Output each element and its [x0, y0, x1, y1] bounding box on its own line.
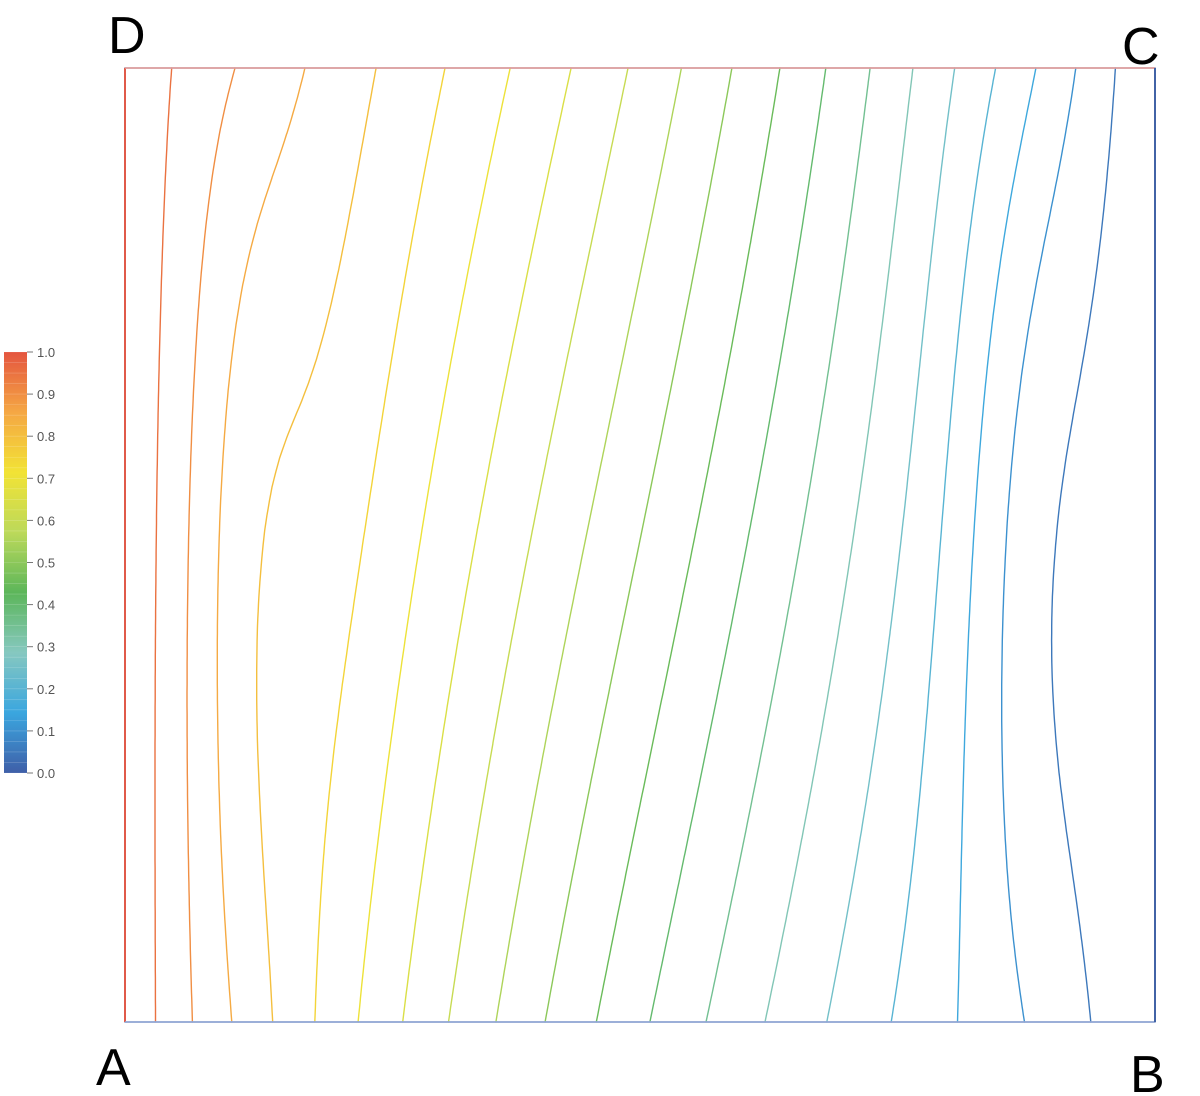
colorbar-tick-label: 0.1 [37, 724, 55, 739]
contour-line [402, 67, 572, 1023]
contour-line [495, 67, 683, 1023]
contour-line [216, 67, 306, 1023]
contour-lines [154, 67, 1117, 1023]
contour-line [256, 67, 377, 1023]
colorbar-tick-label: 0.6 [37, 513, 55, 528]
contour-line [1001, 67, 1077, 1023]
corner-label-d: D [108, 7, 146, 65]
colorbar: 1.0 0.9 0.8 0.7 0.6 0.5 0.4 0.3 0.2 0.1 0.0 [4, 345, 55, 781]
colorbar-gradient [4, 352, 27, 773]
corner-label-b: B [1130, 1046, 1165, 1096]
colorbar-tick-label: 0.5 [37, 556, 55, 571]
contour-line [595, 67, 781, 1023]
contour-line [357, 67, 511, 1023]
contour-line [447, 67, 629, 1023]
contour-line [956, 67, 1037, 1023]
contour-line [314, 67, 446, 1023]
colorbar-tick-label: 0.7 [37, 471, 55, 486]
colorbar-tick-label: 0.3 [37, 640, 55, 655]
cavity-boundary [124, 67, 1156, 1023]
contour-line [1050, 67, 1117, 1023]
colorbar-tick-label: 0.0 [37, 766, 55, 781]
colorbar-tick-label: 0.8 [37, 429, 55, 444]
contour-line [890, 67, 997, 1023]
colorbar-tick-label: 0.4 [37, 598, 55, 613]
colorbar-tick-label: 0.2 [37, 682, 55, 697]
colorbar-tick-label: 1.0 [37, 345, 55, 360]
corner-label-c: C [1122, 18, 1160, 76]
contour-line [705, 67, 871, 1023]
corner-label-a: A [96, 1039, 131, 1096]
colorbar-tick-label: 0.9 [37, 387, 55, 402]
contour-line [764, 67, 914, 1023]
contour-line [826, 67, 956, 1023]
contour-line [544, 67, 733, 1023]
contour-line [649, 67, 827, 1023]
contour-line [186, 67, 236, 1023]
contour-line [154, 67, 173, 1023]
